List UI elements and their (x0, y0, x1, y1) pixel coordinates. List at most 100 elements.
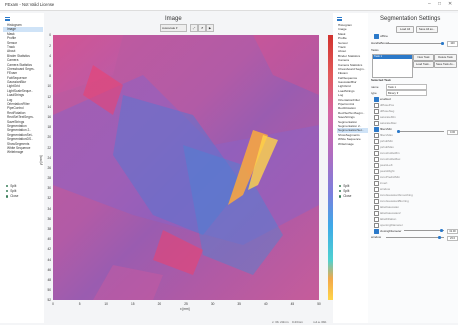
handle-slider-knob[interactable] (441, 42, 444, 45)
type-select[interactable]: Binary ▾ (386, 90, 427, 96)
left_nav-item-5[interactable]: Track (7, 44, 15, 49)
split-link-right-2[interactable]: Split (339, 188, 351, 193)
handle-slider[interactable] (386, 43, 444, 44)
new-task-button[interactable]: New Task (413, 54, 434, 61)
left_nav-item-3[interactable]: Profile (7, 36, 17, 41)
right_nav-item-7[interactable]: Binder Statistics (338, 53, 361, 58)
option-checkbox[interactable] (374, 199, 379, 204)
filterx-value[interactable]: 0.00 (447, 129, 458, 136)
load-all-button[interactable]: Load All (396, 26, 414, 33)
left_nav-item-0[interactable]: Histogram (7, 23, 22, 27)
left_nav-item-22[interactable]: SaveStrings (7, 119, 25, 124)
right_nav-item-14[interactable]: LightGrid (338, 84, 351, 89)
option-checkbox[interactable] (374, 145, 379, 150)
left_nav-item-16[interactable]: LoadStrings (7, 93, 25, 98)
option-checkbox[interactable] (374, 229, 379, 234)
option-checkbox[interactable] (374, 121, 379, 126)
left_nav-item-7[interactable]: Binder Statistics (7, 53, 30, 58)
right_nav-item-20[interactable]: RectSetTextSegm.. (338, 110, 365, 115)
right_nav-item-11[interactable]: FExam (338, 71, 348, 76)
left_nav-item-6[interactable]: About (7, 49, 16, 54)
right_nav-item-22[interactable]: Segmentation (338, 119, 358, 124)
right_nav-item-18[interactable]: PipeControl (338, 102, 355, 107)
right_nav-item-13[interactable]: GaussianBlur (338, 80, 357, 85)
option-checkbox[interactable] (374, 109, 379, 114)
left_nav-item-1[interactable]: Image (3, 27, 43, 32)
image-plot[interactable] (53, 35, 319, 300)
right_nav-item-12[interactable]: FabSequence (338, 75, 358, 80)
left_nav-item-2[interactable]: Mask (7, 31, 15, 36)
window-slider-knob[interactable] (438, 236, 441, 239)
closing-value[interactable]: 31.00 (447, 228, 458, 235)
left_nav-item-27[interactable]: ShowSegments (7, 141, 30, 146)
left_nav-item-21[interactable]: RectSetTextSegm.. (7, 115, 35, 120)
left_nav-item-23[interactable]: Segmentation (7, 123, 27, 128)
right_nav-item-0[interactable]: Histogram (338, 23, 353, 27)
left_nav-item-19[interactable]: PipeControl (7, 106, 24, 111)
option-checkbox[interactable] (374, 205, 379, 210)
right_nav-item-17[interactable]: OrientationFilter (338, 97, 361, 102)
close-link[interactable]: Close (6, 194, 18, 199)
fit-button[interactable]: ⤢ (190, 24, 198, 32)
right_nav-item-26[interactable]: White Sequence (338, 137, 361, 142)
save-task-button[interactable]: Save Task As... (434, 61, 457, 68)
left_nav-item-26[interactable]: SegmentationDS.. (7, 137, 33, 142)
left_nav-item-9[interactable]: Camera Statistics (7, 62, 32, 67)
right_nav-item-25[interactable]: ShowSegments (338, 132, 360, 137)
save-all-button[interactable]: Save All as... (416, 26, 438, 33)
left_nav-item-11[interactable]: FExam (7, 71, 18, 76)
option-checkbox[interactable] (374, 127, 379, 132)
option-checkbox[interactable] (374, 217, 379, 222)
option-checkbox[interactable] (374, 163, 379, 168)
right_nav-item-9[interactable]: Camera Statistics (338, 62, 363, 67)
left_nav-item-18[interactable]: OrientationFilter (7, 102, 30, 107)
load-task-button[interactable]: Load Task... (413, 61, 434, 68)
right_nav-item-10[interactable]: Chessboard Segm.. (338, 66, 366, 71)
hamburger-menu-icon-right[interactable] (337, 17, 342, 22)
right_nav-item-3[interactable]: Profile (338, 36, 347, 41)
offline-checkbox[interactable] (374, 34, 379, 39)
left_nav-item-29[interactable]: WriteImage (7, 150, 24, 155)
right_nav-item-27[interactable]: WriteImage (338, 141, 354, 146)
option-checkbox[interactable] (374, 169, 379, 174)
right_nav-item-1[interactable]: Image (338, 27, 347, 32)
left_nav-item-13[interactable]: GaussianBlur (7, 80, 27, 85)
option-checkbox[interactable] (374, 103, 379, 108)
option-checkbox[interactable] (374, 211, 379, 216)
left_nav-item-4[interactable]: Sensor (7, 40, 18, 45)
left_nav-item-28[interactable]: White Sequence (7, 145, 31, 150)
handle-value[interactable]: 100 (447, 41, 458, 47)
left_nav-item-8[interactable]: Camera (7, 58, 19, 63)
reset-button[interactable]: ↺ (198, 24, 206, 32)
option-checkbox[interactable] (374, 223, 379, 228)
option-checkbox[interactable] (374, 157, 379, 162)
left_nav-item-12[interactable]: FabSequence (7, 75, 27, 80)
right_nav-item-6[interactable]: About (338, 49, 347, 54)
maximize-button[interactable]: □ (438, 1, 442, 7)
minimize-button[interactable]: – (428, 1, 431, 7)
right_nav-item-4[interactable]: Sensor (338, 40, 348, 45)
right_nav-item-24[interactable]: SegmentationSet.. (337, 128, 369, 133)
left_nav-item-14[interactable]: LightGrid (7, 84, 20, 89)
delete-task-button[interactable]: Delete Task (434, 54, 457, 61)
right_nav-item-21[interactable]: SaveStrings (338, 115, 355, 120)
right_nav-item-23[interactable]: Segmentation 2.. (338, 123, 362, 128)
option-checkbox[interactable] (374, 175, 379, 180)
closing-slider-knob[interactable] (440, 229, 443, 232)
close-link-right[interactable]: Close (339, 194, 351, 199)
closing-slider[interactable] (404, 230, 444, 231)
option-checkbox[interactable] (374, 181, 379, 186)
hamburger-menu-icon[interactable] (5, 17, 10, 22)
split-link[interactable]: Split (6, 183, 18, 188)
close-button[interactable]: ✕ (448, 1, 453, 7)
left_nav-item-10[interactable]: Chessboard Segm.. (7, 66, 36, 71)
split-link-2[interactable]: Split (6, 188, 18, 193)
option-checkbox[interactable] (374, 97, 379, 102)
filterx-slider-knob[interactable] (397, 130, 400, 133)
filterx-slider[interactable] (398, 131, 444, 132)
left_nav-item-20[interactable]: RectRotation (7, 110, 26, 115)
option-checkbox[interactable] (374, 115, 379, 120)
left_nav-item-17[interactable]: Log (7, 97, 13, 102)
split-link-right[interactable]: Split (339, 183, 351, 188)
option-checkbox[interactable] (374, 133, 379, 138)
